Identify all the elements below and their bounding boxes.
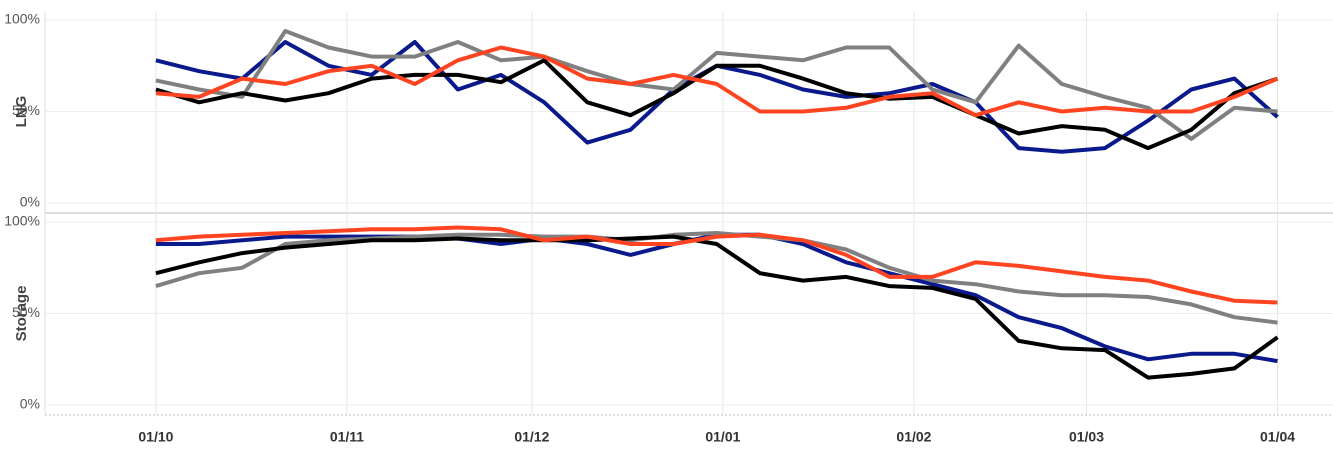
y-axis-label: LNG [13,96,30,128]
x-tick-label: 01/01 [705,429,740,445]
series-line [155,58,1279,151]
series-line [155,234,1279,380]
y-tick-label: 0% [20,194,40,210]
y-tick-label: 0% [20,396,40,412]
y-tick-label: 50% [12,102,40,118]
series-line [155,231,1278,325]
x-tick-label: 01/02 [896,429,931,445]
x-tick-label: 01/03 [1069,429,1104,445]
x-tick-label: 01/11 [330,429,364,445]
series-line [155,225,1278,305]
y-tick-label: 100% [4,11,40,27]
series-line [155,29,1278,141]
x-tick-label: 01/10 [138,429,173,445]
y-tick-label: 50% [12,304,40,320]
x-tick-label: 01/04 [1260,429,1295,445]
y-tick-label: 100% [4,213,40,229]
series-line [155,45,1279,118]
x-tick-label: 01/12 [514,429,549,445]
y-axis-label: Storage [13,286,30,342]
